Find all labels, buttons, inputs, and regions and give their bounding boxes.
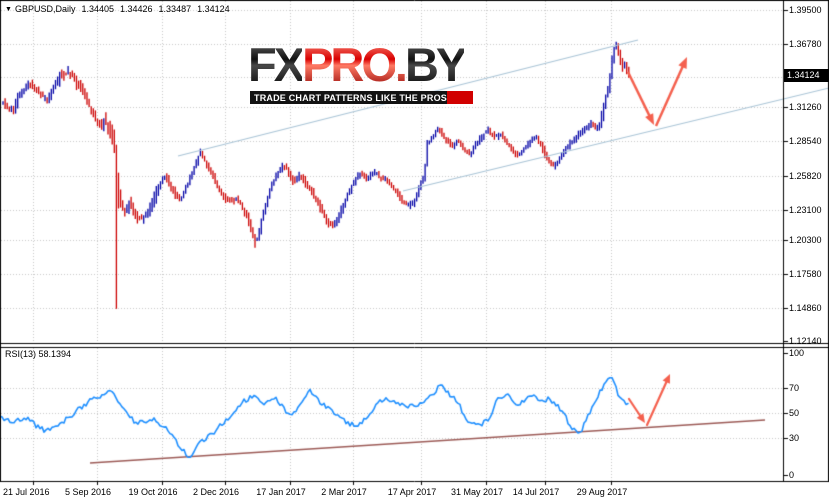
price-tick-label: 1.31260 bbox=[789, 102, 822, 112]
price-tick-label: 1.39500 bbox=[789, 5, 822, 15]
quote-high: 1.34426 bbox=[120, 4, 153, 14]
current-price-badge: 1.34124 bbox=[784, 69, 829, 82]
tagline-black-segment: TRADE CHART PATTERNS LIKE THE PROS bbox=[250, 91, 447, 105]
watermark-tagline-bar: TRADE CHART PATTERNS LIKE THE PROS bbox=[250, 91, 473, 105]
price-tick-label: 1.17580 bbox=[789, 269, 822, 279]
watermark-logo: FXPRO.BY TRADE CHART PATTERNS LIKE THE P… bbox=[248, 40, 508, 105]
rsi-tick-label: 30 bbox=[789, 433, 800, 443]
date-label: 31 May 2017 bbox=[450, 487, 504, 497]
quote-close: 1.34124 bbox=[197, 4, 230, 14]
symbol-label: GBPUSD,Daily bbox=[14, 4, 76, 14]
rsi-tick-label: 50 bbox=[789, 408, 800, 418]
symbol-header: ▼ GBPUSD,Daily 1.34405 1.34426 1.33487 1.3412… bbox=[5, 4, 230, 14]
price-tick-label: 1.36780 bbox=[789, 39, 822, 49]
date-label: 2 Dec 2016 bbox=[192, 487, 240, 497]
rsi-value: 58.1394 bbox=[38, 349, 72, 359]
rsi-tick-label: 0 bbox=[789, 470, 795, 480]
rsi-tick-label: 100 bbox=[789, 348, 805, 358]
date-label: 21 Jul 2016 bbox=[3, 487, 50, 497]
price-tick-label: 1.12140 bbox=[789, 336, 822, 346]
tagline-red-segment bbox=[446, 91, 473, 105]
rsi-title: RSI(13) bbox=[5, 349, 37, 359]
price-tick-label: 1.25820 bbox=[789, 171, 822, 181]
brand-dot: . bbox=[394, 38, 408, 91]
rsi-indicator-label: RSI(13) 58.1394 bbox=[5, 349, 71, 359]
quote-open: 1.34405 bbox=[81, 4, 114, 14]
brand-by: BY bbox=[404, 38, 467, 91]
price-tick-label: 1.28540 bbox=[789, 136, 822, 146]
watermark-tagline: TRADE CHART PATTERNS LIKE THE PROS bbox=[254, 92, 447, 103]
date-label: 19 Oct 2016 bbox=[128, 487, 178, 497]
price-tick-label: 1.14860 bbox=[789, 303, 822, 313]
price-tick-label: 1.23100 bbox=[789, 205, 822, 215]
date-label: 29 Aug 2017 bbox=[576, 487, 628, 497]
date-label: 14 Jul 2017 bbox=[512, 487, 560, 497]
date-label: 17 Apr 2017 bbox=[387, 487, 437, 497]
quote-low: 1.33487 bbox=[158, 4, 192, 14]
watermark-brand-text: FXPRO.BY bbox=[248, 40, 508, 89]
collapse-icon[interactable]: ▼ bbox=[5, 6, 12, 13]
date-label: 5 Sep 2016 bbox=[64, 487, 112, 497]
brand-fx: FX bbox=[248, 38, 305, 91]
price-tick-label: 1.20300 bbox=[789, 235, 822, 245]
date-label: 17 Jan 2017 bbox=[256, 487, 306, 497]
rsi-tick-label: 70 bbox=[789, 383, 800, 393]
brand-pro: PRO bbox=[302, 38, 398, 91]
date-label: 2 Mar 2017 bbox=[321, 487, 367, 497]
